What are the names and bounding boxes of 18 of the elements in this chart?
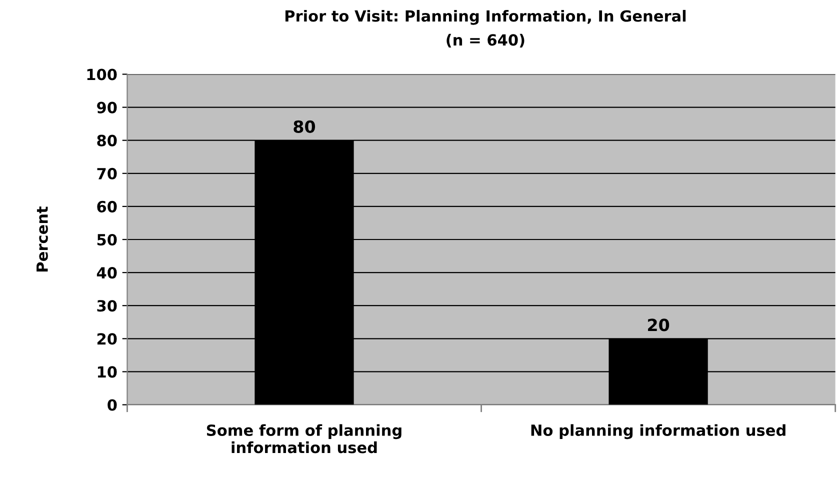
data-label: 20 (648, 318, 670, 332)
y-tick-label: 10 (98, 366, 117, 378)
x-tick-label: No planning information used (531, 424, 786, 440)
data-label: 80 (294, 120, 316, 133)
y-tick-label: 100 (87, 68, 117, 80)
chart-subtitle: (n = 640) (446, 34, 524, 48)
x-tick-label: Some form of planning information used (206, 424, 402, 454)
y-tick-label: 20 (97, 333, 117, 345)
y-tick-label: 90 (97, 102, 117, 114)
y-tick-label: 50 (97, 234, 117, 246)
y-axis-title: Percent (36, 206, 48, 272)
y-tick-label: 30 (97, 300, 117, 312)
y-tick-label: 70 (97, 168, 117, 180)
y-tick-label: 0 (108, 399, 117, 411)
y-tick-label: 80 (97, 134, 117, 146)
chart-title: Prior to Visit: Planning Information, In General (285, 10, 686, 25)
y-tick-label: 60 (97, 200, 117, 212)
y-tick-label: 40 (96, 267, 117, 279)
